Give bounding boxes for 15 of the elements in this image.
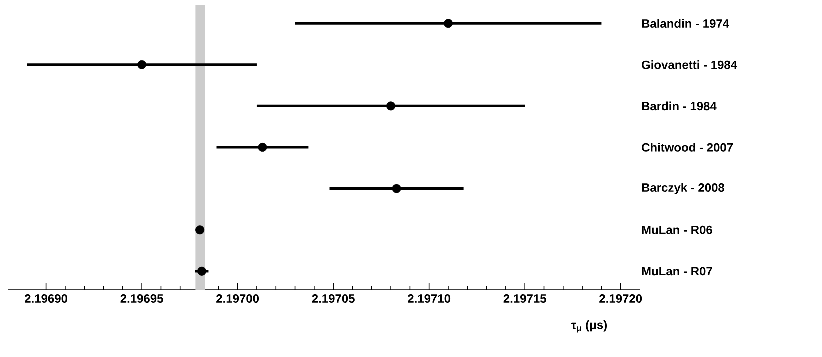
y-tick-label: Chitwood - 2007 [642,143,733,152]
x-axis-title: τ$_{μ}$ (μs) [571,320,608,333]
x-tick-label: 2.19690 [25,294,68,304]
y-tick-label: MuLan - R06 [642,226,712,234]
y-tick-label: Giovanetti - 1984 [642,60,738,70]
x-tick-label: 2.19705 [312,294,355,304]
x-tick-label: 2.19700 [216,294,260,304]
x-tick-label: 2.19695 [120,294,164,304]
y-tick-label: MuLan - R07 [642,267,712,276]
y-tick-label: Balandin - 1974 [642,19,730,28]
x-tick-label: 2.19710 [408,294,451,304]
y-tick-label: Barczyk - 2008 [642,183,725,194]
x-tick-label: 2.19720 [600,294,642,304]
y-tick-label: Bardin - 1984 [642,102,717,111]
x-tick-label: 2.19715 [504,294,546,304]
